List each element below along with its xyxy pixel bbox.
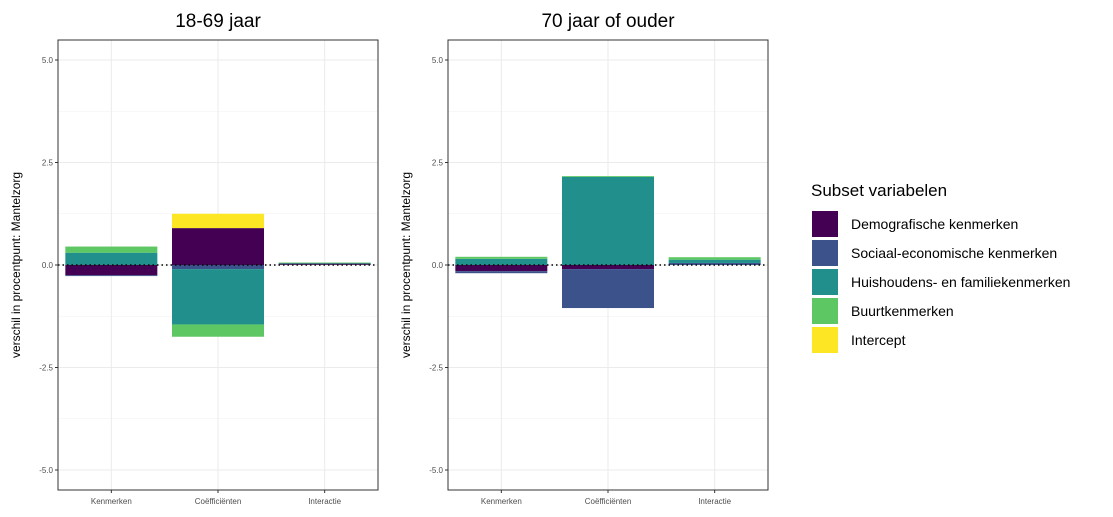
- bar-segment: [562, 176, 654, 265]
- legend-swatch: [812, 240, 838, 266]
- bar-segment: [172, 265, 264, 270]
- legend-title: Subset variabelen: [811, 181, 947, 200]
- panel-2: 5.0 2.5 0.0 -2.5 -5.0 Kenmerken Coëfficiënten I…: [399, 11, 769, 506]
- x-tick-label: Coëfficiënten: [195, 497, 242, 506]
- x-tick-label: Coëfficiënten: [585, 497, 632, 506]
- bar-segment: [455, 271, 548, 274]
- legend-label: Huishoudens- en familiekenmerken: [851, 274, 1070, 290]
- bar-segment: [65, 252, 158, 265]
- x-tick-label: Kenmerken: [481, 497, 522, 506]
- y-tick-label: 0.0: [42, 261, 54, 270]
- y-tick-label: 5.0: [42, 56, 54, 65]
- bar-segment: [172, 324, 264, 337]
- legend-swatch: [812, 211, 838, 237]
- bar-segment: [668, 257, 761, 260]
- bar-segment: [65, 246, 158, 253]
- legend-label: Intercept: [851, 332, 906, 348]
- bar-segment: [668, 262, 761, 265]
- bar-segment: [455, 265, 548, 272]
- x-tick-label: Interactie: [698, 497, 731, 506]
- x-tick-label: Interactie: [308, 497, 341, 506]
- bar-segment: [278, 262, 371, 265]
- bar-segment: [668, 259, 761, 263]
- y-axis-label: verschil in procentpunt: Mantelzorg: [399, 172, 413, 358]
- y-tick-label: -5.0: [429, 466, 443, 475]
- bar-segment: [562, 176, 654, 177]
- bar-segment: [65, 265, 158, 276]
- bar-segment: [455, 256, 548, 259]
- x-tick-label: Kenmerken: [91, 497, 132, 506]
- chart-legend: Subset variabelen Demografische kenmerken…: [811, 181, 1070, 353]
- bar-segment: [172, 269, 264, 325]
- y-tick-label: 2.5: [432, 159, 444, 168]
- panel-1: 5.0 2.5 0.0 -2.5 -5.0 Kenmerken Coëfficiënten I…: [9, 11, 379, 506]
- y-tick-label: 0.0: [432, 261, 444, 270]
- y-tick-label: -5.0: [39, 466, 53, 475]
- bar-segment: [172, 228, 264, 265]
- legend-label: Demografische kenmerken: [851, 216, 1018, 232]
- bar-segment: [278, 262, 371, 264]
- bar-segment: [455, 258, 548, 265]
- y-tick-label: -2.5: [39, 364, 53, 373]
- legend-swatch: [812, 327, 838, 353]
- legend-label: Buurtkenmerken: [851, 303, 954, 319]
- y-tick-label: 5.0: [432, 56, 444, 65]
- y-axis-label: verschil in procentpunt: Mantelzorg: [9, 172, 23, 358]
- bar-segment: [562, 265, 654, 270]
- y-tick-label: 2.5: [42, 159, 54, 168]
- bar-segment: [172, 213, 264, 229]
- chart-panels: 5.0 2.5 0.0 -2.5 -5.0 Kenmerken Coëfficiënten I…: [9, 11, 769, 506]
- panel-title: 18-69 jaar: [175, 11, 261, 32]
- legend-swatch: [812, 269, 838, 295]
- legend-swatch: [812, 298, 838, 324]
- panel-title: 70 jaar of ouder: [541, 11, 675, 32]
- y-tick-label: -2.5: [429, 364, 443, 373]
- bar-segment: [562, 269, 654, 309]
- bar-segment: [65, 275, 158, 277]
- legend-label: Sociaal-economische kenmerken: [851, 245, 1057, 261]
